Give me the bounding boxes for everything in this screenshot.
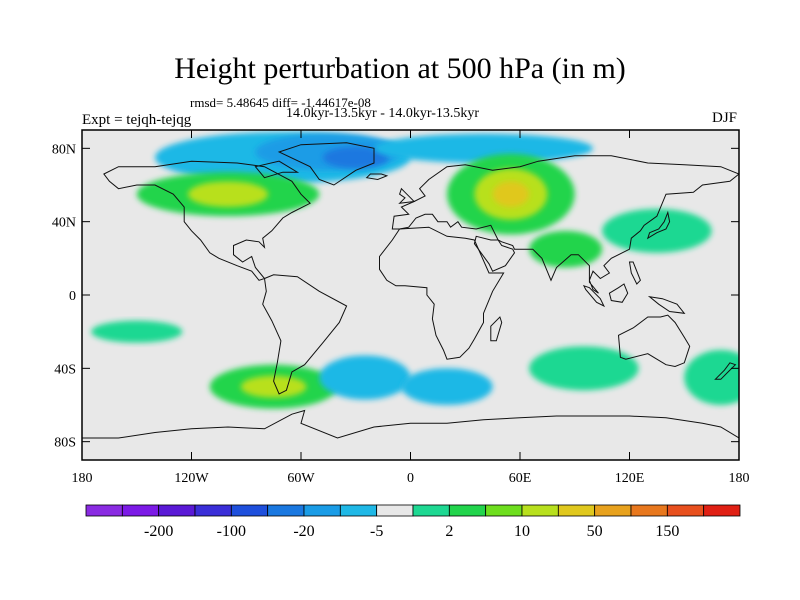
anomaly-region-southern-ocean-high — [684, 350, 739, 405]
colorbar-swatch — [557, 504, 596, 517]
colorbar-swatch — [521, 504, 559, 517]
colorbar-label: 150 — [655, 523, 679, 540]
anomaly-region-eurasia-max — [492, 181, 530, 208]
rmsd-stats: rmsd= 5.48645 diff= -1.44617e-08 — [190, 95, 371, 110]
anomaly-region-south-indian-high — [529, 346, 639, 391]
colorbar-swatch — [194, 504, 232, 517]
coastline-africa — [379, 226, 505, 360]
colorbar-label: 10 — [514, 523, 530, 540]
x-tick-label: 60W — [287, 471, 315, 486]
coastline-baffin — [254, 160, 300, 179]
x-axis-ticks: 180 120W 60W 0 60E 120E 180 — [72, 130, 750, 486]
coastlines — [82, 142, 739, 439]
x-tick-label: 120E — [615, 471, 645, 486]
coastline-north-america — [103, 160, 311, 281]
coastline-eurasia — [391, 155, 739, 294]
anomaly-region-siberia-low — [374, 133, 593, 163]
colorbar-label: -100 — [217, 523, 246, 540]
anomaly-region-south-pacific-core — [240, 375, 307, 398]
colorbar-swatch — [158, 504, 196, 517]
y-tick-label: 40S — [54, 362, 76, 377]
y-tick-label: 80S — [54, 436, 76, 451]
anomaly-region-south-atlantic-low — [319, 355, 411, 400]
y-tick-label: 0 — [69, 289, 76, 304]
x-tick-label: 180 — [729, 471, 750, 486]
coastline-greenland — [277, 142, 375, 186]
coastline-borneo — [608, 283, 629, 303]
experiment-label: Expt = tejqh-tejqg — [82, 112, 192, 128]
anomaly-region-greenland-deep-low — [322, 146, 389, 169]
colorbar-swatch — [303, 504, 341, 517]
period-label: 14.0kyr-13.5kyr - 14.0kyr-13.5kyr — [286, 106, 480, 121]
coastline-iceland — [365, 173, 389, 181]
y-axis-ticks: 80N 40N 0 40S 80S — [52, 142, 739, 451]
colorbar-swatch — [448, 504, 487, 517]
x-tick-label: 120W — [174, 471, 209, 486]
x-tick-label: 60E — [509, 471, 532, 486]
colorbar: -200 -100 -20 -5 2 10 50 150 — [85, 504, 741, 540]
colorbar-swatch — [666, 504, 705, 517]
anomaly-region-south-asia-high — [529, 230, 603, 268]
coastline-new-zealand — [714, 362, 737, 380]
coastline-madagascar — [490, 316, 503, 342]
coastline-australia — [617, 314, 691, 368]
colorbar-swatch — [85, 504, 123, 517]
anomaly-region-south-indian-low — [401, 368, 493, 405]
colorbar-swatch — [267, 504, 305, 517]
colorbar-swatch — [230, 504, 269, 517]
chart-title: Height perturbation at 500 hPa (in m) — [174, 52, 626, 85]
coastline-uk — [398, 187, 416, 204]
anomaly-region-north-pacific-core — [187, 181, 269, 208]
colorbar-swatch — [412, 504, 450, 517]
coastline-antarctica — [82, 409, 739, 439]
anomaly-region-east-asia-high — [602, 208, 712, 253]
colorbar-label: 2 — [445, 523, 453, 540]
x-tick-label: 180 — [72, 471, 93, 486]
y-tick-label: 40N — [52, 216, 76, 231]
season-label: DJF — [712, 110, 738, 126]
colorbar-swatch — [339, 504, 378, 517]
anomaly-region-tropical-pacific-high — [91, 320, 183, 343]
colorbar-swatch — [376, 504, 414, 517]
y-tick-label: 80N — [52, 142, 76, 157]
colorbar-swatch — [630, 504, 668, 517]
colorbar-swatch — [594, 504, 632, 517]
anomaly-layer — [91, 131, 739, 409]
coastline-philippines — [628, 261, 641, 285]
colorbar-swatch — [703, 504, 741, 517]
coastline-south-america — [262, 274, 348, 395]
coastline-japan — [646, 210, 671, 240]
colorbar-label: -5 — [370, 523, 383, 540]
coastline-sumatra — [582, 284, 606, 308]
colorbar-swatch — [121, 504, 160, 517]
x-tick-label: 0 — [407, 471, 414, 486]
colorbar-label: -200 — [144, 523, 173, 540]
colorbar-swatch — [485, 504, 523, 517]
coastline-arabia — [473, 235, 516, 272]
colorbar-label: 50 — [587, 523, 603, 540]
colorbar-label: -20 — [293, 523, 314, 540]
coastline-new-guinea — [647, 296, 686, 314]
